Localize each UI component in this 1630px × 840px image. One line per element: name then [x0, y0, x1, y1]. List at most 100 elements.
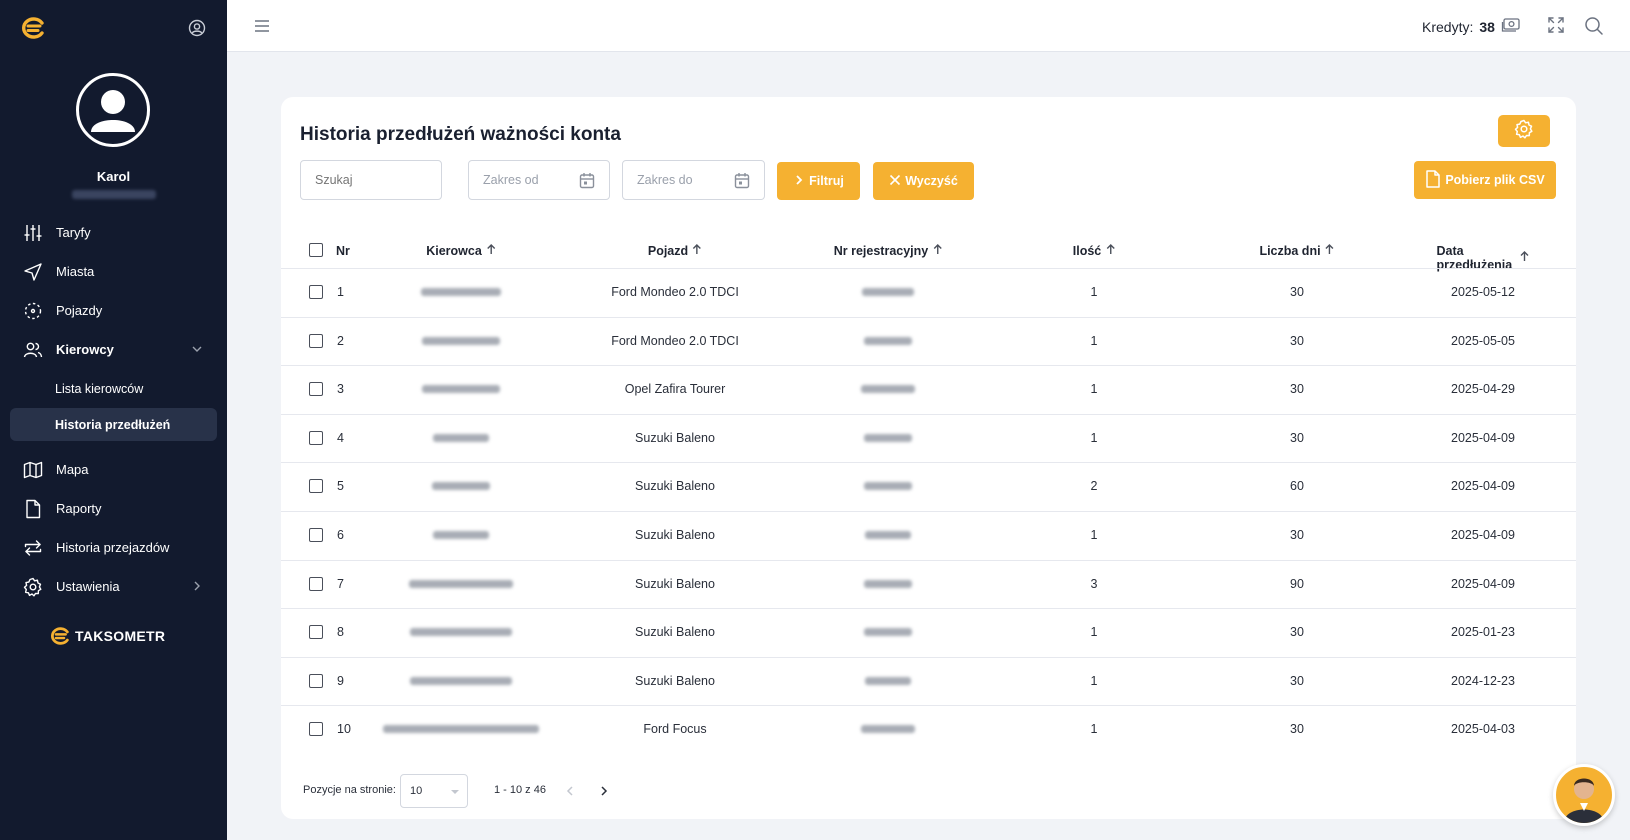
row-nr: 10	[337, 722, 351, 737]
date-from-field[interactable]: Zakres od	[468, 160, 610, 200]
repeat-icon	[22, 537, 44, 559]
prev-page-icon[interactable]	[564, 784, 576, 802]
page-size-select[interactable]: 10	[400, 774, 468, 808]
col-nr-rejestracyjny-label: Nr rejestracyjny	[833, 244, 929, 258]
row-days: 30	[1290, 625, 1304, 640]
next-page-icon[interactable]	[598, 784, 610, 802]
plate-redacted	[865, 531, 911, 539]
row-qty: 2	[1090, 479, 1098, 494]
row-checkbox[interactable]	[309, 528, 323, 542]
download-csv-button[interactable]: Pobierz plik CSV	[1414, 161, 1556, 199]
vehicle-scan-icon	[22, 300, 44, 322]
calendar-icon[interactable]	[579, 172, 595, 192]
clear-button[interactable]: Wyczyść	[873, 162, 974, 200]
col-pojazd-label: Pojazd	[647, 244, 689, 258]
chevron-down-icon[interactable]	[191, 343, 203, 358]
row-date: 2025-04-03	[1451, 722, 1515, 737]
search-input[interactable]	[300, 160, 442, 200]
row-checkbox[interactable]	[309, 576, 323, 591]
date-to-placeholder: Zakres do	[637, 173, 693, 187]
row-date: 2025-05-12	[1451, 285, 1515, 299]
date-to-field[interactable]: Zakres do	[622, 160, 765, 200]
row-qty: 1	[1090, 382, 1098, 397]
clear-label: Wyczyść	[905, 174, 958, 188]
nav-item-taryfy[interactable]: Taryfy	[10, 216, 217, 249]
calendar-icon[interactable]	[734, 172, 750, 192]
row-vehicle: Suzuki Baleno	[635, 576, 715, 591]
nav-item-pojazdy[interactable]: Pojazdy	[10, 294, 217, 327]
fullscreen-icon[interactable]	[1547, 16, 1565, 39]
support-chat-avatar[interactable]	[1553, 764, 1615, 826]
sort-arrow-icon	[932, 244, 942, 258]
row-vehicle: Ford Mondeo 2.0 TDCI	[611, 333, 739, 348]
sub-item-lista-kierowcow[interactable]: Lista kierowców	[10, 372, 217, 405]
col-ilosc[interactable]: Ilość	[1073, 244, 1116, 258]
chevron-right-icon[interactable]	[191, 580, 203, 595]
row-checkbox[interactable]	[309, 673, 323, 688]
row-date: 2025-04-09	[1451, 430, 1515, 445]
row-vehicle: Suzuki Baleno	[635, 625, 715, 640]
row-days: 30	[1290, 430, 1304, 445]
row-vehicle: Suzuki Baleno	[635, 673, 715, 688]
page-size-value: 10	[410, 785, 423, 797]
nav-item-kierowcy[interactable]: Kierowcy	[10, 333, 217, 366]
dropdown-caret-icon	[451, 790, 459, 794]
col-liczba-dni[interactable]: Liczba dni	[1259, 244, 1334, 258]
chevron-right-icon	[793, 174, 805, 189]
row-checkbox[interactable]	[309, 333, 323, 348]
nav-item-historia-przejazdow[interactable]: Historia przejazdów	[10, 531, 217, 564]
hamburger-menu-icon[interactable]	[253, 18, 271, 39]
nav-item-raporty[interactable]: Raporty	[10, 492, 217, 525]
app-logo-icon[interactable]	[20, 17, 46, 44]
row-vehicle: Ford Mondeo 2.0 TDCI	[611, 285, 739, 299]
row-checkbox[interactable]	[309, 625, 323, 640]
row-divider	[281, 268, 1576, 269]
plate-redacted	[865, 676, 911, 685]
page-size-label: Pozycje na stronie:	[303, 784, 396, 796]
driver-name-redacted	[410, 628, 512, 637]
row-divider	[281, 608, 1576, 610]
select-all-checkbox[interactable]	[309, 243, 323, 257]
row-days: 60	[1290, 479, 1304, 494]
driver-name-redacted	[422, 336, 500, 345]
row-checkbox[interactable]	[309, 479, 323, 494]
row-checkbox[interactable]	[309, 382, 323, 397]
user-avatar	[76, 73, 150, 147]
col-nr: Nr	[336, 244, 350, 258]
search-icon[interactable]	[1584, 16, 1604, 41]
nav-label: Pojazdy	[56, 303, 103, 318]
nav-item-ustawienia[interactable]: Ustawienia	[10, 570, 217, 603]
row-vehicle: Suzuki Baleno	[635, 528, 715, 542]
row-qty: 1	[1090, 625, 1098, 640]
sub-item-historia-przedluzen[interactable]: Historia przedłużeń	[10, 408, 217, 441]
row-checkbox[interactable]	[309, 430, 323, 445]
col-pojazd[interactable]: Pojazd	[648, 244, 702, 258]
table-settings-button[interactable]	[1498, 115, 1550, 147]
credits-value: 38	[1479, 18, 1495, 35]
row-date: 2025-05-05	[1451, 333, 1515, 348]
row-vehicle: Ford Focus	[643, 722, 707, 737]
col-kierowca[interactable]: Kierowca	[426, 244, 496, 258]
account-circle-icon[interactable]	[188, 19, 206, 42]
row-days: 30	[1290, 722, 1304, 737]
row-divider	[281, 462, 1576, 464]
row-days: 30	[1290, 285, 1304, 299]
plate-redacted	[864, 433, 912, 442]
nav-item-mapa[interactable]: Mapa	[10, 453, 217, 486]
row-checkbox[interactable]	[309, 722, 323, 737]
driver-name-redacted	[421, 288, 501, 296]
plate-redacted	[864, 336, 912, 345]
row-nr: 3	[337, 382, 344, 397]
filter-button[interactable]: Filtruj	[777, 162, 860, 200]
nav-item-miasta[interactable]: Miasta	[10, 255, 217, 288]
row-nr: 8	[337, 625, 344, 640]
close-icon	[889, 174, 901, 189]
map-icon	[22, 459, 44, 481]
document-icon	[22, 498, 44, 520]
row-divider	[281, 656, 1576, 658]
col-nr-rejestracyjny[interactable]: Nr rejestracyjny	[834, 244, 943, 258]
nav-label: Taryfy	[56, 225, 91, 240]
plate-redacted	[861, 725, 915, 734]
col-ilosc-label: Ilość	[1072, 244, 1102, 258]
row-checkbox[interactable]	[309, 285, 323, 299]
